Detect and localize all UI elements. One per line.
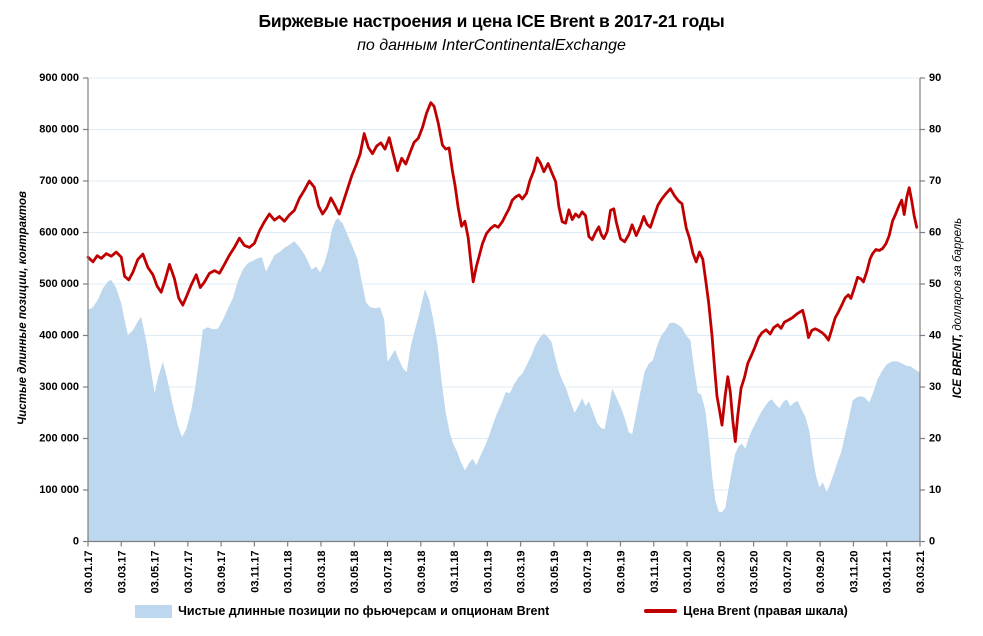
left-tick-label: 100 000 (39, 484, 79, 496)
x-tick-label: 03.07.17 (183, 551, 195, 594)
x-tick-label: 03.01.20 (682, 551, 694, 594)
right-tick-label: 10 (929, 484, 941, 496)
x-tick-label: 03.07.20 (782, 551, 794, 594)
brent-price-line (86, 101, 919, 443)
chart-title: Биржевые настроения и цена ICE Brent в 2… (258, 11, 725, 31)
right-tick-label: 0 (929, 536, 935, 548)
right-tick-label: 40 (929, 330, 941, 342)
net-longs-area (88, 218, 920, 542)
x-tick-label: 03.01.19 (482, 551, 494, 594)
left-tick-label: 200 000 (39, 433, 79, 445)
x-tick-label: 03.05.17 (150, 551, 162, 594)
right-tick-label: 90 (929, 72, 941, 84)
chart-subtitle: по данным InterContinentalExchange (357, 37, 626, 54)
line-swatch-icon (644, 609, 678, 613)
x-tick-label: 03.09.20 (815, 551, 827, 594)
x-tick-label: 03.07.19 (582, 551, 594, 594)
left-tick-label: 800 000 (39, 124, 79, 136)
x-tick-label: 03.03.18 (316, 551, 328, 594)
left-tick-label: 900 000 (39, 72, 79, 84)
left-axis-title: Чистые длинные позиции, контрактов (17, 191, 29, 425)
x-tick-label: 03.11.18 (449, 551, 461, 593)
x-tick-label: 03.11.20 (848, 551, 860, 593)
x-tick-label: 03.01.21 (882, 551, 894, 594)
x-tick-label: 03.03.21 (915, 551, 927, 594)
left-tick-label: 500 000 (39, 278, 79, 290)
right-axis-title-rest: долларов за баррель (952, 217, 964, 334)
left-tick-label: 700 000 (39, 175, 79, 187)
legend: Чистые длинные позиции по фьючерсам и оп… (0, 604, 983, 618)
x-tick-label: 03.03.19 (516, 551, 528, 594)
legend-label-net-longs: Чистые длинные позиции по фьючерсам и оп… (178, 604, 550, 618)
x-tick-label: 03.09.18 (416, 551, 428, 594)
x-tick-label: 03.05.20 (749, 551, 761, 594)
right-tick-label: 50 (929, 278, 941, 290)
right-tick-label: 60 (929, 227, 941, 239)
x-tick-label: 03.07.18 (383, 551, 395, 594)
x-tick-label: 03.03.17 (116, 551, 128, 594)
x-tick-label: 03.05.18 (349, 551, 361, 594)
x-tick-label: 03.01.18 (283, 551, 295, 594)
legend-label-brent-price: Цена Brent (правая шкала) (683, 604, 848, 618)
right-tick-label: 30 (929, 381, 941, 393)
right-tick-label: 20 (929, 433, 941, 445)
x-tick-label: 03.11.19 (649, 551, 661, 593)
x-tick-label: 03.03.20 (715, 551, 727, 594)
x-tick-label: 03.05.19 (549, 551, 561, 594)
area-swatch-icon (135, 604, 173, 618)
x-tick-label: 03.01.17 (83, 551, 95, 594)
legend-item-net-longs: Чистые длинные позиции по фьючерсам и оп… (135, 604, 549, 618)
left-tick-label: 300 000 (39, 381, 79, 393)
left-tick-label: 400 000 (39, 330, 79, 342)
right-axis-title-bold: ICE BRENT, (952, 333, 964, 399)
right-tick-label: 70 (929, 175, 941, 187)
x-tick-label: 03.09.17 (216, 551, 228, 594)
right-tick-label: 80 (929, 124, 941, 136)
legend-item-brent-price: Цена Brent (правая шкала) (644, 604, 848, 618)
right-axis-title: ICE BRENT, долларов за баррель (952, 158, 964, 458)
x-tick-label: 03.09.19 (615, 551, 627, 594)
left-tick-label: 600 000 (39, 227, 79, 239)
x-tick-label: 03.11.17 (249, 551, 261, 593)
left-tick-label: 0 (73, 536, 79, 548)
